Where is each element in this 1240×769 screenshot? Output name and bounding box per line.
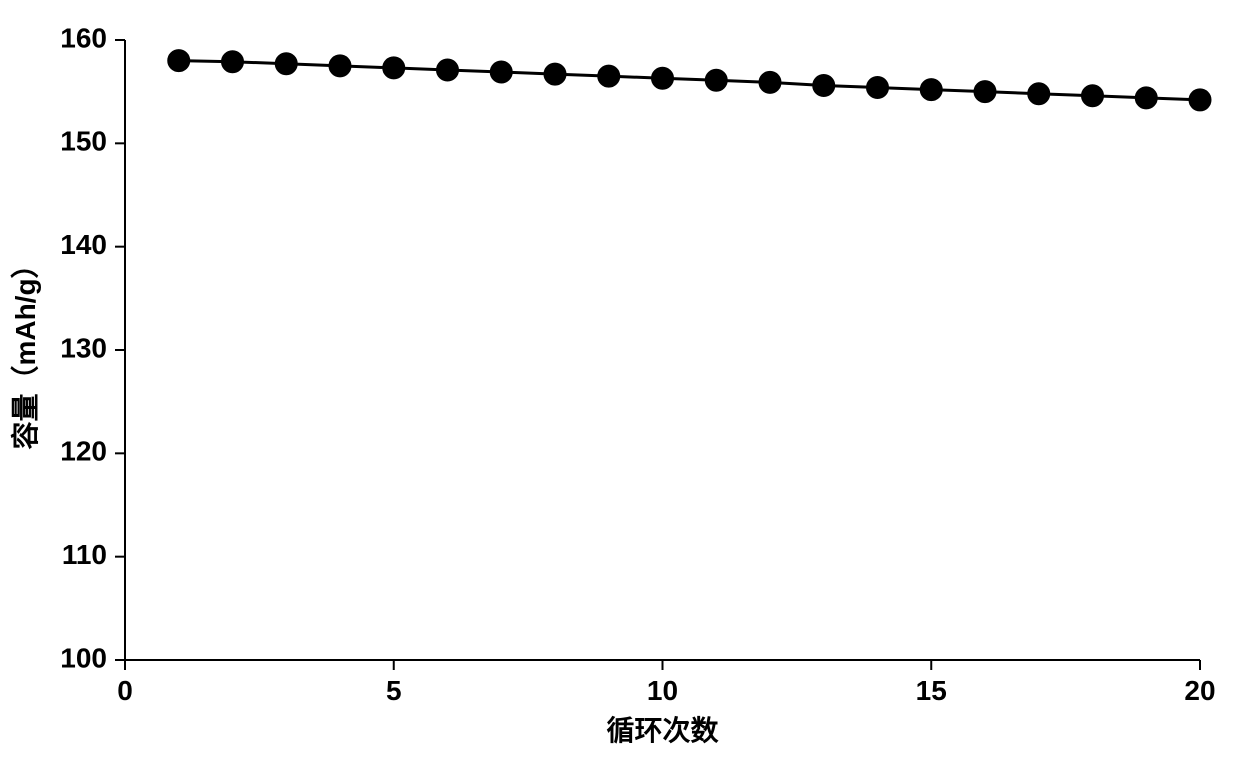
data-point [705,69,727,91]
data-point [974,81,996,103]
data-point [490,61,512,83]
x-tick-label: 15 [916,675,947,706]
y-tick-label: 150 [60,126,107,157]
data-point [598,65,620,87]
data-point [222,51,244,73]
y-tick-label: 160 [60,22,107,53]
data-point [759,71,781,93]
x-tick-label: 5 [386,675,402,706]
x-tick-label: 10 [647,675,678,706]
y-tick-label: 110 [62,539,107,570]
y-tick-label: 130 [60,332,107,363]
y-axis-label: 容量（mAh/g） [9,250,41,449]
data-point [1028,83,1050,105]
y-tick-label: 120 [60,436,107,467]
data-point [867,77,889,99]
data-point [329,55,351,77]
data-point [437,59,459,81]
data-point [920,79,942,101]
y-tick-label: 140 [60,229,107,260]
data-point [383,57,405,79]
data-point [652,67,674,89]
chart-background [0,0,1240,769]
data-point [1082,85,1104,107]
y-tick-label: 100 [60,642,107,673]
x-axis-label: 循环次数 [606,715,719,746]
data-point [168,50,190,72]
data-point [275,53,297,75]
data-point [544,63,566,85]
data-point [1135,87,1157,109]
data-point [1189,89,1211,111]
x-tick-label: 20 [1184,675,1215,706]
chart-container: 100 110 120 130 140 150 160 0 5 10 15 20 循环次数 容量（mAh/… [0,0,1240,769]
capacity-vs-cycles-chart: 100 110 120 130 140 150 160 0 5 10 15 20 循环次数 容量（mAh/… [0,0,1240,769]
x-tick-label: 0 [117,675,133,706]
data-point [813,74,835,96]
